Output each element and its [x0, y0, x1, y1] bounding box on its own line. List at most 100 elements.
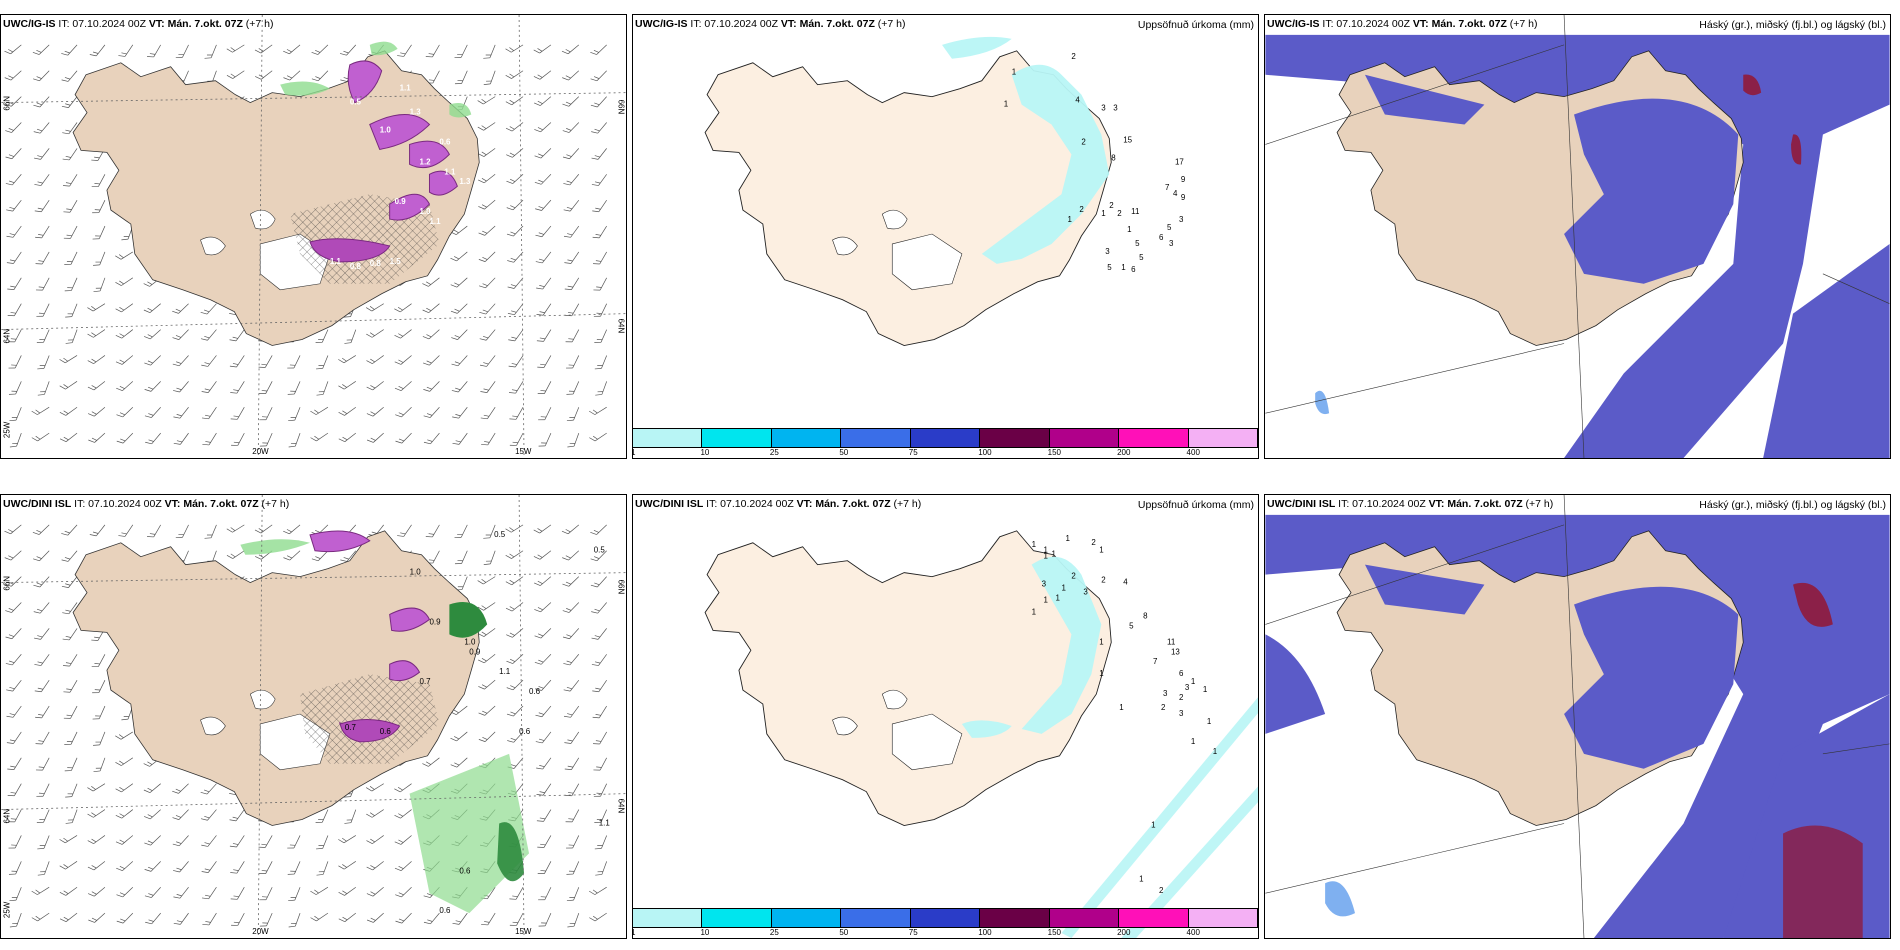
wind-barb: [34, 196, 50, 215]
wind-barb: [394, 350, 412, 367]
value-label: 0.6: [519, 727, 531, 736]
wind-barb: [31, 907, 50, 923]
wind-barb: [116, 908, 134, 926]
wind-barb: [115, 752, 134, 768]
value-label: 1: [1203, 685, 1208, 694]
wind-barb: [5, 144, 22, 162]
wind-barb: [64, 755, 78, 774]
wind-barb: [172, 857, 189, 875]
wind-barb: [61, 572, 78, 591]
value-label: 1.0: [380, 125, 392, 134]
wind-barb: [338, 376, 357, 392]
wind-barb: [394, 298, 412, 314]
wind-barb: [34, 676, 50, 695]
wind-barb: [59, 428, 78, 444]
wind-barb: [286, 832, 301, 852]
wind-barb: [6, 248, 22, 267]
value-label: 1.3: [410, 108, 422, 117]
wind-barb: [59, 830, 78, 845]
value-label: 0.9: [395, 197, 407, 206]
value-label: 1: [1151, 820, 1156, 829]
colorbar-label: 50: [839, 448, 849, 457]
wind-barb: [36, 780, 50, 800]
panel-cloud-dini: UWC/DINI ISL IT: 07.10.2024 00Z VT: Mán.…: [1264, 494, 1891, 939]
wind-barb: [34, 702, 50, 721]
panel-title: UWC/IG-IS IT: 07.10.2024 00Z VT: Mán. 7.…: [1267, 18, 1538, 30]
wind-barb: [173, 403, 189, 421]
wind-barb: [61, 66, 78, 85]
value-label: 1.0: [464, 637, 476, 646]
wind-barb: [565, 806, 580, 825]
value-label: 0.5: [494, 530, 506, 539]
wind-barb: [144, 350, 162, 368]
colorbar-label: 1: [633, 448, 635, 457]
wind-barb: [534, 623, 552, 641]
wind-barb: [35, 728, 50, 747]
value-label: 9: [1181, 193, 1186, 202]
cloud-title: Háský (gr.), miðský (fj.bl.) og lágský (…: [1699, 19, 1886, 31]
wind-barb: [561, 65, 580, 83]
wind-barb: [87, 298, 106, 314]
wind-barb: [61, 546, 78, 565]
wind-barb: [479, 351, 496, 370]
wind-barb: [451, 403, 468, 421]
wind-barb: [33, 598, 50, 616]
colorbar-label: 200: [1117, 928, 1131, 937]
wind-barb: [33, 624, 50, 643]
colorbar-label: 10: [700, 448, 710, 457]
colorbar-label: 400: [1186, 928, 1200, 937]
wind-barb: [590, 92, 608, 110]
wind-barb: [344, 807, 357, 826]
wind-barb: [422, 350, 440, 368]
wind-barb: [315, 352, 329, 372]
wind-barb: [563, 222, 580, 241]
value-label: 4: [1123, 578, 1128, 587]
wind-barb: [533, 65, 552, 82]
wind-barb: [65, 807, 78, 826]
wind-barb: [201, 403, 217, 422]
wind-barb: [366, 856, 385, 873]
wind-barb: [33, 92, 50, 110]
wind-barb: [505, 39, 524, 55]
value-label: 6: [1131, 265, 1136, 274]
wind-barb: [396, 521, 412, 540]
wind-barb: [535, 221, 552, 240]
colorbar-segment: [980, 429, 1050, 447]
wind-barb: [146, 41, 162, 60]
wind-barb: [564, 728, 580, 747]
wind-barb: [230, 429, 245, 449]
wind-barb: [118, 41, 134, 60]
wind-barb: [6, 754, 22, 773]
wind-barb: [535, 701, 552, 720]
panel-title: UWC/DINI ISL IT: 07.10.2024 00Z VT: Mán.…: [635, 498, 922, 510]
wind-barb: [593, 274, 608, 294]
wind-barb: [254, 519, 273, 536]
value-label: 3: [1163, 689, 1168, 698]
wind-barb: [506, 701, 524, 719]
lon-label: 25W: [2, 901, 11, 918]
wind-barb: [562, 571, 580, 589]
wind-barb: [366, 908, 385, 925]
value-label: 4: [1075, 96, 1080, 105]
wind-barb: [316, 858, 329, 878]
wind-barb: [8, 352, 22, 372]
value-label: 1: [1004, 100, 1009, 109]
value-label: 11: [1131, 207, 1140, 216]
value-label: 0.6: [459, 866, 471, 875]
wind-barb: [254, 65, 273, 82]
wind-barb: [201, 883, 217, 902]
value-label: 1.5: [390, 257, 402, 266]
value-label: 2: [1071, 52, 1076, 61]
wind-barb: [116, 428, 134, 446]
value-label: 2: [1091, 538, 1096, 547]
wind-barb: [63, 676, 78, 696]
wind-barb: [394, 778, 412, 794]
lon-label: 20W: [252, 447, 269, 456]
wind-barb: [172, 325, 189, 343]
colorbar-label: 75: [908, 928, 918, 937]
wind-barb: [337, 350, 357, 365]
wind-barb: [32, 40, 50, 57]
wind-barb: [144, 402, 162, 421]
